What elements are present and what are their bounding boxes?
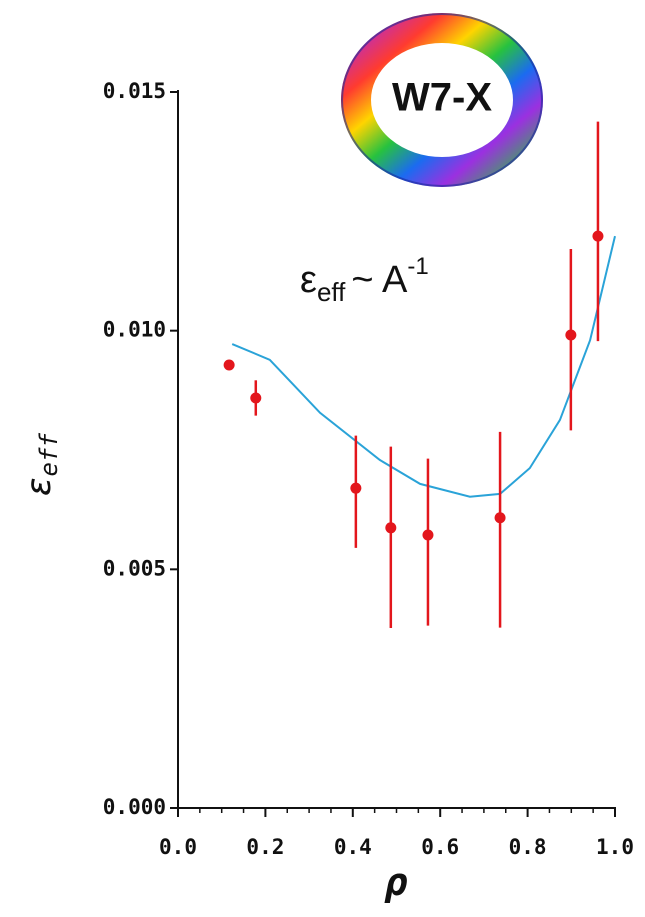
x-tick-label: 0.4	[334, 835, 372, 859]
annotation: εeff ~ A-1	[300, 253, 429, 307]
x-tick-label: 0.8	[509, 835, 547, 859]
y-label-sub: eff	[35, 433, 63, 477]
y-tick-label: 0.010	[103, 318, 166, 342]
annotation-base: ε	[300, 259, 317, 301]
y-axis-label: εeff	[19, 433, 64, 497]
data-point	[385, 522, 397, 534]
data-point	[494, 512, 506, 524]
data-point	[350, 482, 362, 494]
annotation-sub: eff	[317, 277, 346, 307]
y-tick-label: 0.015	[103, 79, 166, 103]
data-point	[565, 329, 577, 341]
x-tick-label: 1.0	[596, 835, 634, 859]
x-axis-label: ρ	[384, 860, 408, 904]
data-point	[223, 359, 235, 371]
x-tick-label: 0.2	[246, 835, 284, 859]
torus-icon	[341, 13, 543, 187]
x-tick-label: 0.6	[421, 835, 459, 859]
x-tick-label: 0.0	[159, 835, 197, 859]
y-label-base: ε	[19, 476, 59, 496]
data-point	[250, 392, 262, 404]
annotation-mid: ~ A	[351, 259, 408, 301]
device-label: W7-X	[392, 76, 492, 120]
data-point	[592, 230, 604, 242]
y-tick-label: 0.005	[103, 556, 166, 580]
data-point	[422, 529, 434, 541]
y-tick-label: 0.000	[103, 795, 166, 819]
annotation-sup: -1	[407, 253, 428, 280]
